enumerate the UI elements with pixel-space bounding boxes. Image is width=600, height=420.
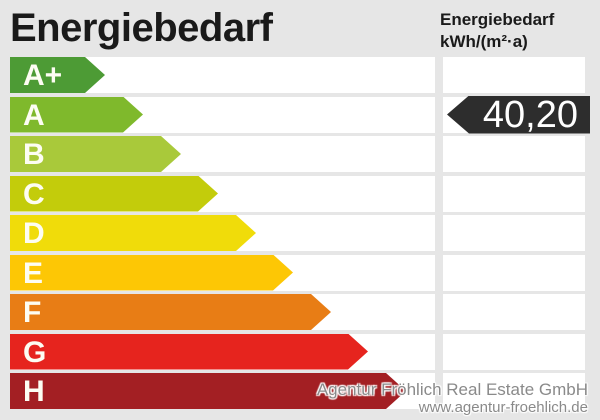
scale-row-e: E (10, 254, 585, 291)
class-arrow: A (10, 97, 143, 133)
class-label: F (23, 296, 42, 329)
class-label: E (23, 256, 44, 290)
scale-row-g: G (10, 333, 585, 370)
watermark: Agentur Fröhlich Real Estate GmbH www.ag… (317, 380, 588, 416)
value-cell (443, 373, 585, 409)
scale-row-d: D (10, 215, 585, 251)
value-cell (443, 136, 585, 172)
unit-header-line2: kWh/(m²·a) (440, 32, 528, 51)
scale-band: G (10, 333, 435, 370)
class-arrow: B (10, 136, 181, 172)
scale-rows: A+ A 40,20 B C D E F G H (10, 57, 590, 413)
value-cell (443, 57, 585, 93)
scale-band: D (10, 215, 435, 251)
value-cell (443, 254, 585, 291)
class-label: D (23, 217, 45, 250)
class-arrow: H (10, 373, 406, 409)
value-cell (443, 333, 585, 370)
class-arrow: D (10, 215, 256, 251)
value-cell (443, 215, 585, 251)
scale-band: B (10, 136, 435, 172)
class-arrow: A+ (10, 57, 105, 93)
scale-band: C (10, 175, 435, 212)
scale-band: F (10, 294, 435, 330)
value-cell: 40,20 (443, 95, 590, 134)
class-arrow: G (10, 334, 368, 370)
unit-header: Energiebedarf kWh/(m²·a) (440, 9, 554, 53)
page-title: Energiebedarf (10, 6, 273, 50)
value-marker: 40,20 (447, 93, 590, 136)
watermark-company: Agentur Fröhlich Real Estate GmbH (316, 380, 588, 399)
value-cell (443, 294, 585, 330)
class-arrow: F (10, 294, 331, 330)
class-label: A+ (23, 59, 63, 92)
scale-band: A+ (10, 57, 435, 93)
scale-row-h: H (10, 373, 585, 409)
class-label: B (23, 138, 45, 171)
class-label: C (23, 177, 45, 211)
class-label: H (23, 375, 45, 408)
scale-band: H (10, 373, 435, 409)
scale-row-c: C (10, 175, 585, 212)
scale-band: A (10, 96, 435, 133)
unit-header-line1: Energiebedarf (440, 10, 555, 29)
class-label: G (23, 335, 47, 369)
class-arrow: E (10, 255, 293, 291)
watermark-url: www.agentur-froehlich.de (418, 399, 588, 416)
class-label: A (23, 98, 45, 132)
scale-row-f: F (10, 294, 585, 330)
scale-row-a: A 40,20 (10, 95, 590, 134)
scale-row-b: B (10, 136, 585, 172)
scale-band: E (10, 254, 435, 291)
value-text: 40,20 (482, 93, 578, 136)
value-cell (443, 175, 585, 212)
scale-row-aplus: A+ (10, 57, 585, 93)
class-arrow: C (10, 176, 218, 212)
